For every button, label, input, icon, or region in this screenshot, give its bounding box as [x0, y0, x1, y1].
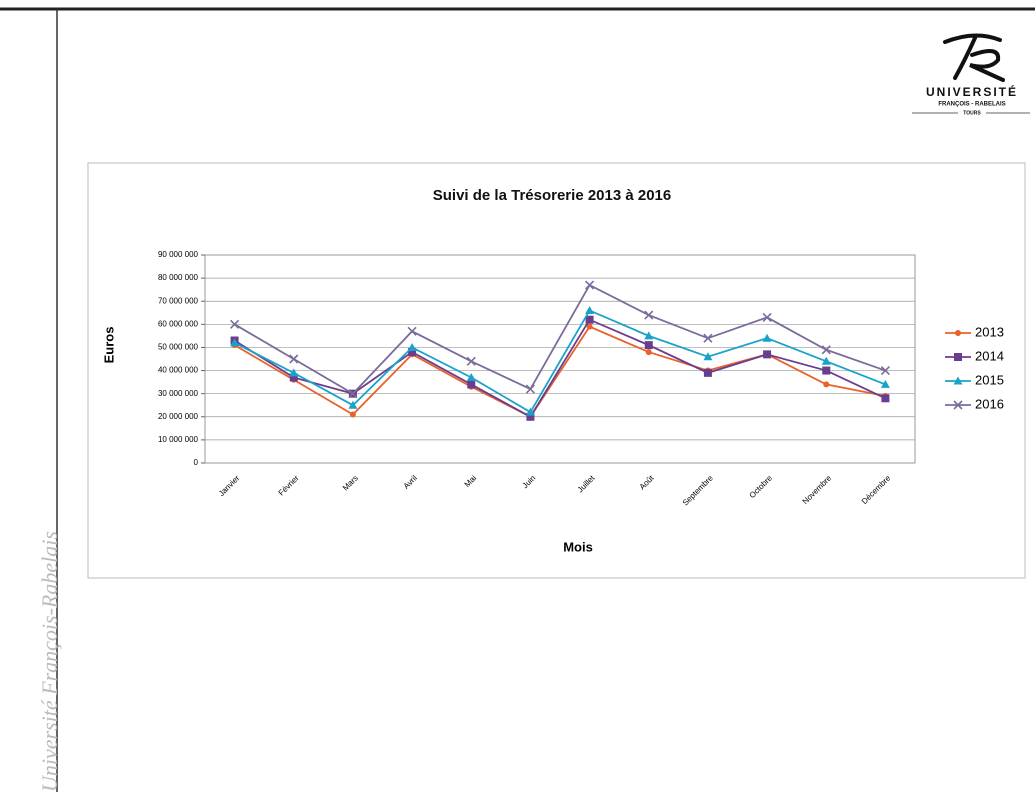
- marker: [644, 341, 653, 350]
- logo-name: UNIVERSITÉ: [926, 84, 1018, 99]
- marker: [645, 349, 652, 356]
- legend-marker: [955, 330, 961, 336]
- marker: [349, 411, 356, 418]
- y-tick-label: 10 000 000: [158, 435, 199, 444]
- logo-city: TOURS: [963, 110, 981, 116]
- legend-marker: [953, 376, 963, 385]
- marker: [823, 381, 830, 388]
- chart-title: Suivi de la Trésorerie 2013 à 2016: [433, 187, 672, 204]
- marker: [703, 368, 712, 377]
- marker: [762, 333, 772, 342]
- marker: [644, 310, 654, 320]
- marker: [644, 331, 654, 340]
- logo-sub: FRANÇOIS - RABELAIS: [938, 102, 1005, 108]
- marker: [466, 372, 476, 381]
- side-text: Université François-Rabelais: [37, 531, 62, 792]
- marker: [230, 319, 240, 329]
- y-tick-label: 80 000 000: [158, 273, 199, 282]
- marker: [703, 352, 713, 361]
- marker: [585, 315, 594, 324]
- marker: [289, 354, 299, 364]
- marker: [822, 366, 831, 375]
- legend-label: 2016: [975, 396, 1004, 411]
- marker: [289, 368, 299, 377]
- y-axis-label: Euros: [101, 327, 116, 364]
- marker: [230, 338, 240, 347]
- marker: [703, 333, 713, 343]
- y-tick-label: 50 000 000: [158, 343, 199, 352]
- marker: [526, 412, 535, 421]
- logo-mark: [943, 33, 1005, 82]
- y-tick-label: 20 000 000: [158, 412, 199, 421]
- marker: [585, 280, 595, 290]
- legend-marker: [954, 353, 962, 361]
- marker: [466, 356, 476, 366]
- marker: [881, 394, 890, 403]
- marker: [821, 345, 831, 355]
- marker: [407, 342, 417, 351]
- marker: [348, 389, 358, 399]
- x-axis-label: Mois: [563, 539, 593, 554]
- legend-marker: [953, 400, 963, 410]
- marker: [585, 305, 595, 314]
- marker: [525, 384, 535, 394]
- series-line: [234, 309, 886, 414]
- legend-label: 2014: [975, 348, 1004, 363]
- marker: [348, 400, 358, 409]
- marker: [467, 380, 476, 389]
- marker: [762, 312, 772, 322]
- y-tick-label: 30 000 000: [158, 389, 199, 398]
- marker: [408, 348, 417, 357]
- y-tick-label: 70 000 000: [158, 296, 199, 305]
- marker: [880, 379, 890, 388]
- legend-label: 2013: [975, 324, 1004, 339]
- y-tick-label: 60 000 000: [158, 319, 199, 328]
- plot-area: [204, 254, 916, 464]
- marker: [821, 356, 831, 365]
- marker: [880, 365, 890, 376]
- marker: [586, 323, 593, 330]
- marker: [407, 326, 417, 336]
- y-tick-label: 0: [194, 458, 199, 467]
- marker: [289, 373, 298, 382]
- y-tick-label: 90 000 000: [158, 250, 199, 259]
- legend-label: 2015: [975, 372, 1004, 387]
- marker: [763, 350, 772, 359]
- series-line: [234, 283, 886, 395]
- series-line: [234, 325, 886, 418]
- y-tick-label: 40 000 000: [158, 366, 199, 375]
- marker: [525, 407, 535, 416]
- series-line: [234, 318, 886, 418]
